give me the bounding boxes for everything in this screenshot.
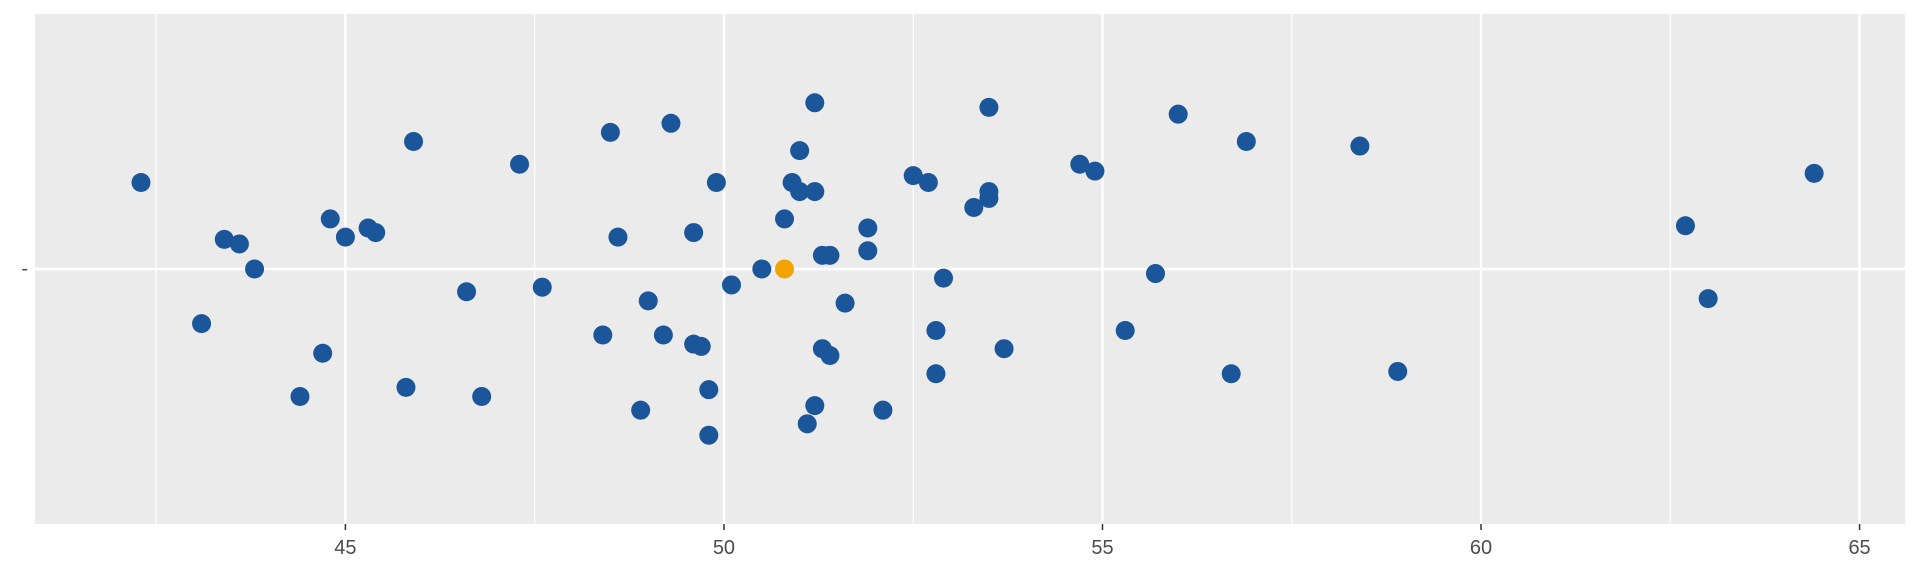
x-tick-label: 50 <box>713 537 735 559</box>
data-point <box>366 223 386 243</box>
data-point <box>775 209 795 229</box>
data-point <box>457 282 477 302</box>
data-point <box>1804 163 1824 183</box>
data-point <box>722 275 742 295</box>
data-point <box>805 396 825 416</box>
data-point <box>706 172 726 192</box>
data-point <box>472 387 492 406</box>
data-point <box>918 172 938 192</box>
data-point <box>979 97 999 117</box>
axis-layer: 45 50 55 60 65 - <box>21 258 1870 559</box>
data-point <box>964 198 984 218</box>
data-point <box>926 364 946 384</box>
data-point <box>820 245 840 265</box>
data-point <box>752 259 772 279</box>
data-point <box>1221 364 1241 384</box>
data-point <box>404 132 424 151</box>
y-tick-label: - <box>21 258 28 280</box>
data-point <box>805 182 825 202</box>
data-point <box>1675 216 1695 236</box>
data-point <box>131 172 151 192</box>
data-point <box>532 277 552 297</box>
data-point <box>335 227 355 247</box>
data-point <box>1085 161 1105 181</box>
data-point <box>699 425 719 445</box>
data-point <box>926 320 946 340</box>
data-point <box>214 229 234 249</box>
data-point <box>684 223 704 243</box>
data-point <box>805 93 825 113</box>
x-tick-label: 55 <box>1091 537 1113 559</box>
data-point <box>858 241 878 261</box>
data-point <box>858 218 878 238</box>
data-point <box>1070 154 1090 174</box>
data-point <box>691 336 711 356</box>
data-point <box>593 325 613 345</box>
data-point <box>994 339 1014 359</box>
data-point <box>820 346 840 366</box>
data-point <box>835 293 855 313</box>
data-point <box>979 188 999 208</box>
data-point <box>396 377 416 397</box>
data-point <box>699 380 719 400</box>
data-point <box>661 113 681 133</box>
data-point <box>1145 264 1165 284</box>
data-point <box>1236 132 1256 151</box>
data-point <box>903 166 923 186</box>
data-point <box>790 141 810 161</box>
x-tick-label: 60 <box>1470 537 1492 559</box>
data-point <box>797 414 817 434</box>
data-point <box>290 387 310 406</box>
data-point <box>653 325 673 345</box>
data-point <box>1388 361 1408 381</box>
highlight-point <box>775 259 795 279</box>
data-point <box>229 234 249 254</box>
data-point <box>1168 104 1188 124</box>
data-point <box>1350 136 1370 156</box>
data-point <box>790 182 810 202</box>
data-point <box>608 227 628 247</box>
points-layer <box>131 93 1824 445</box>
x-tick-label: 45 <box>334 537 356 559</box>
data-point <box>192 314 212 334</box>
data-point <box>638 291 658 311</box>
data-point <box>1698 289 1718 309</box>
data-point <box>631 400 651 420</box>
data-point <box>873 400 893 420</box>
data-point <box>600 122 620 142</box>
data-point <box>245 259 265 279</box>
data-point <box>313 343 333 363</box>
data-point <box>934 268 954 288</box>
grid-layer <box>35 14 1905 524</box>
x-tick-label: 65 <box>1848 537 1870 559</box>
data-point <box>320 209 340 229</box>
data-point <box>1115 320 1135 340</box>
data-point <box>510 154 530 174</box>
